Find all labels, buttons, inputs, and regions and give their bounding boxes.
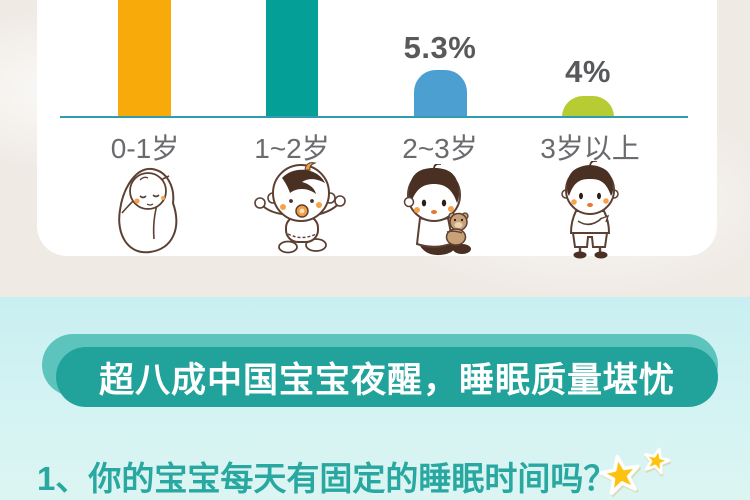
category-label-1-2: 1~2岁 (254, 133, 330, 164)
category-label-0-1: 0-1岁 (110, 133, 180, 164)
star-icon-large (599, 454, 640, 495)
survey-question: 1、你的宝宝每天有固定的睡眠时间吗？ (37, 460, 617, 497)
category-label-2-3: 2~3岁 (402, 133, 478, 164)
value-label-2-3: 5.3% (403, 30, 477, 65)
bar-2-3 (414, 70, 467, 117)
headline-banner: 超八成中国宝宝夜醒，睡眠质量堪忧 (42, 334, 720, 408)
swaddled-newborn-icon (118, 167, 178, 254)
value-label-3-plus: 4% (565, 54, 611, 89)
sitting-baby-pacifier-icon (254, 162, 346, 254)
category-label-3-plus: 3岁以上 (540, 133, 640, 164)
star-icon-small (644, 447, 671, 475)
bar-1-2 (266, 0, 318, 117)
banner-text: 超八成中国宝宝夜醒，睡眠质量堪忧 (98, 360, 675, 400)
bar-0-1 (118, 0, 171, 117)
x-axis-line (60, 116, 688, 118)
toddler-with-teddy-bear-icon (403, 164, 471, 256)
banner-front-pill: 超八成中国宝宝夜醒，睡眠质量堪忧 (56, 347, 718, 407)
bar-3-plus (562, 96, 614, 117)
standing-toddler-icon (561, 161, 619, 259)
